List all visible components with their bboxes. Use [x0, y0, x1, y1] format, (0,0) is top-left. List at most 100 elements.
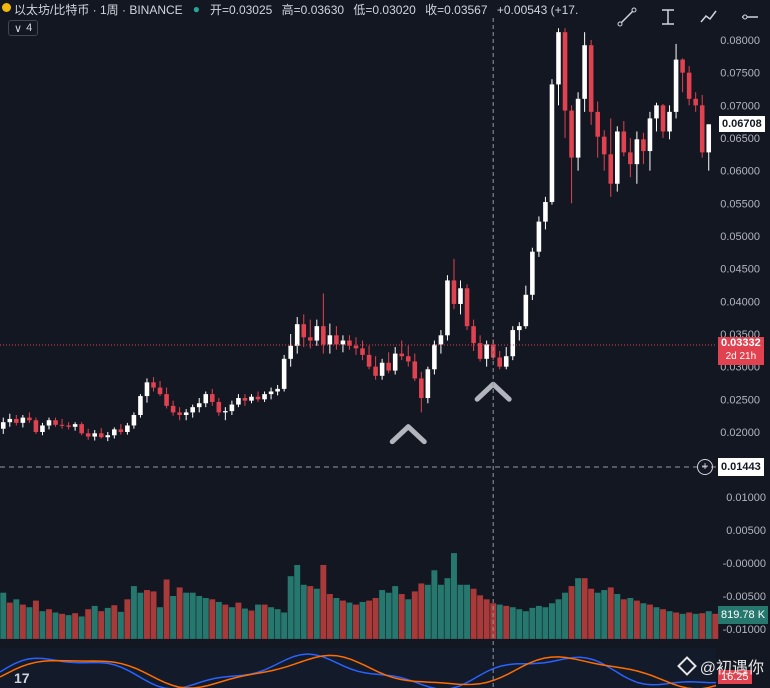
candle [144, 378, 150, 403]
candle [281, 354, 287, 392]
candle [569, 105, 574, 204]
lower-line-price-value: 0.01443 [721, 461, 761, 473]
trend-tool-icon[interactable] [695, 4, 723, 30]
candle [706, 124, 712, 171]
candle [340, 335, 346, 353]
volume-bar [320, 564, 327, 639]
volume-bar [189, 592, 196, 639]
volume-bar [555, 599, 562, 639]
volume-bar [176, 587, 183, 639]
candle [464, 284, 470, 331]
volume-bar [542, 607, 549, 639]
candle-body [27, 417, 32, 421]
hline-tool-icon[interactable] [736, 4, 764, 30]
candle [14, 415, 19, 426]
volume-bar [601, 590, 608, 639]
change-value: +0.00543 (+17. [496, 2, 579, 17]
volume-bar [281, 612, 288, 639]
candle-body [275, 388, 280, 392]
candle-body [438, 335, 444, 345]
oscillator-panel [0, 648, 717, 688]
candle-body [216, 401, 222, 413]
volume-bar [346, 602, 353, 639]
candle [210, 388, 215, 406]
oscillator-line-orange [0, 654, 717, 688]
volume-bar [46, 609, 52, 639]
ethereum-logo-icon [2, 3, 11, 12]
candle-body [347, 340, 352, 346]
candle [72, 422, 78, 431]
volume-bar [666, 611, 673, 639]
candle-body [196, 403, 202, 408]
volume-axis-label: -0.00500 [723, 591, 766, 603]
candle-body [170, 405, 176, 413]
volume-bar [163, 579, 170, 639]
candle-body [151, 382, 156, 388]
volume-bar [614, 594, 621, 639]
candle [621, 121, 627, 157]
candle [85, 428, 91, 440]
volume-bar [150, 591, 157, 639]
volume-bar [326, 594, 333, 639]
candle [510, 326, 516, 361]
volume-bar [581, 578, 588, 639]
candle-body [575, 98, 581, 158]
volume-bar [405, 599, 412, 639]
line-tool-icon[interactable] [613, 4, 641, 30]
candle [229, 400, 235, 416]
volume-bar [686, 612, 693, 639]
candle [530, 247, 535, 301]
candle-body [686, 72, 692, 99]
candle-body [601, 136, 607, 155]
volume-bar [104, 607, 111, 639]
volume-bar [620, 599, 627, 639]
candle-body [477, 343, 483, 359]
candle-body [138, 396, 143, 416]
candle [405, 345, 411, 367]
candle-body [366, 354, 372, 367]
volume-bar [411, 591, 418, 639]
candle-body [183, 412, 189, 416]
price-axis-label: 0.06500 [720, 133, 760, 145]
volume-bar [535, 605, 542, 639]
candle [634, 131, 640, 184]
candle-body [484, 344, 489, 359]
current-price-value: 0.06708 [722, 118, 762, 131]
price-axis-label: 0.02500 [720, 394, 760, 406]
candle-body [405, 356, 411, 362]
volume-bar [653, 607, 660, 639]
candle [523, 285, 529, 329]
candle-body [386, 362, 391, 371]
candle-body [412, 361, 418, 379]
indicator-level-badge[interactable]: ∨ 4 [8, 20, 39, 36]
candle [503, 347, 509, 370]
candle-body [543, 202, 548, 222]
candle [262, 391, 267, 402]
candle-body [242, 398, 248, 401]
candle [699, 94, 705, 158]
candle [223, 407, 228, 421]
candle-body [595, 111, 600, 137]
oscillator-line-blue [0, 653, 716, 688]
volume-bar [215, 601, 222, 639]
volume-bar [359, 601, 366, 639]
volume-bar [496, 604, 503, 639]
candle-body [268, 391, 274, 395]
candle-body [562, 32, 568, 111]
price-axis-label: 0.02000 [720, 427, 760, 439]
countdown-value: 2d 21h [725, 350, 757, 362]
candle [673, 43, 679, 119]
symbol-title[interactable]: 以太坊/比特币 · 1周 · BINANCE [14, 2, 183, 17]
volume-bar [98, 611, 105, 639]
volume-bar [483, 599, 490, 639]
measure-tool-icon[interactable] [654, 4, 682, 30]
candle [484, 340, 489, 367]
candle [458, 280, 463, 315]
candle-body [164, 394, 169, 406]
candle-body [641, 139, 646, 152]
volume-bar [157, 607, 164, 639]
volume-bar [255, 604, 261, 639]
add-alert-button[interactable]: + [697, 459, 713, 475]
volume-value: 819.78 K [721, 609, 766, 621]
